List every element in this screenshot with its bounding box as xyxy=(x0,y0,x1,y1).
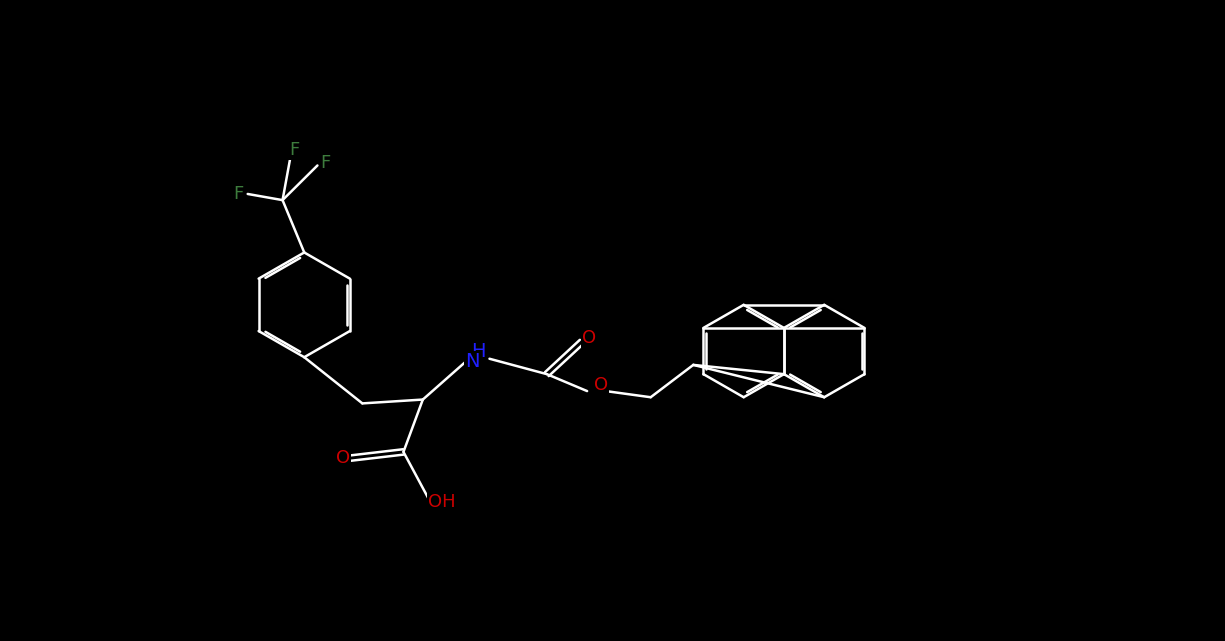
Text: F: F xyxy=(320,154,331,172)
Text: O: O xyxy=(336,449,350,467)
Text: F: F xyxy=(233,185,244,203)
Text: F: F xyxy=(289,141,299,159)
Text: O: O xyxy=(594,376,608,394)
Text: OH: OH xyxy=(429,493,456,511)
Text: N: N xyxy=(466,351,480,370)
Text: H: H xyxy=(472,342,486,360)
Text: O: O xyxy=(582,329,597,347)
